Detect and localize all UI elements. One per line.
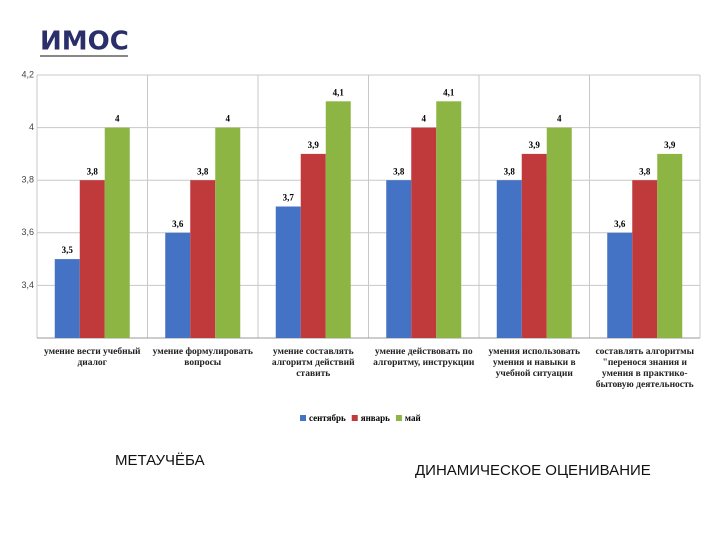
bar	[546, 127, 572, 338]
value-label: 3,9	[308, 140, 320, 150]
value-label: 4,1	[333, 87, 345, 97]
legend-swatch	[351, 415, 358, 421]
y-tick-label: 4	[29, 122, 34, 132]
x-tick-label: составлять алгоритмы "перенося знания и …	[595, 347, 695, 390]
x-tick-label: умение действовать по алгоритму, инструк…	[373, 347, 475, 368]
value-label: 3,8	[639, 166, 651, 176]
bar	[165, 232, 191, 338]
bar	[190, 180, 216, 338]
bar	[275, 206, 301, 338]
value-label: 3,9	[529, 140, 541, 150]
y-tick-label: 4,2	[21, 69, 34, 79]
x-tick-label: умение вести учебный диалог	[44, 347, 141, 368]
bar	[632, 180, 658, 338]
value-label: 4,1	[443, 87, 455, 97]
legend-label: сентябрь	[309, 413, 346, 423]
caption: МЕТАУЧЁБА	[115, 452, 205, 469]
legend-label: январь	[361, 413, 390, 423]
bar	[54, 259, 80, 338]
bar	[300, 153, 326, 338]
bar	[436, 101, 462, 338]
value-label: 4	[115, 114, 120, 124]
logo: ИМОС	[40, 27, 129, 57]
y-tick-label: 3,4	[21, 280, 34, 290]
bar	[215, 127, 241, 338]
value-label: 3,8	[504, 166, 516, 176]
value-label: 3,6	[614, 219, 626, 229]
x-tick-label: умение формулировать вопросы	[152, 347, 253, 368]
bar	[657, 153, 683, 338]
bar	[521, 153, 547, 338]
value-label: 3,6	[172, 219, 184, 229]
value-label: 4	[226, 114, 231, 124]
value-label: 4	[557, 114, 562, 124]
value-label: 3,5	[62, 245, 74, 255]
bar	[386, 180, 412, 338]
y-tick-label: 3,8	[21, 175, 34, 185]
legend-swatch	[300, 415, 306, 421]
bar	[496, 180, 522, 338]
value-label: 3,7	[283, 193, 295, 203]
bar	[411, 127, 437, 338]
value-label: 4	[422, 114, 427, 124]
bar	[104, 127, 130, 338]
bar	[79, 180, 105, 338]
x-tick-label: умения использовать умения и навыки в уч…	[488, 347, 581, 379]
bar	[325, 101, 351, 338]
value-label: 3,9	[664, 140, 676, 150]
logo-text: ИМОС	[40, 27, 129, 57]
caption: ДИНАМИЧЕСКОЕ ОЦЕНИВАНИЕ	[415, 462, 651, 479]
y-tick-label: 3,6	[21, 227, 34, 237]
bar	[607, 232, 633, 338]
value-label: 3,8	[197, 166, 209, 176]
value-label: 3,8	[393, 166, 405, 176]
x-tick-label: умение составлять алгоритм действий став…	[271, 347, 355, 379]
legend-label: май	[405, 413, 421, 423]
legend-swatch	[395, 415, 402, 421]
value-label: 3,8	[87, 166, 99, 176]
